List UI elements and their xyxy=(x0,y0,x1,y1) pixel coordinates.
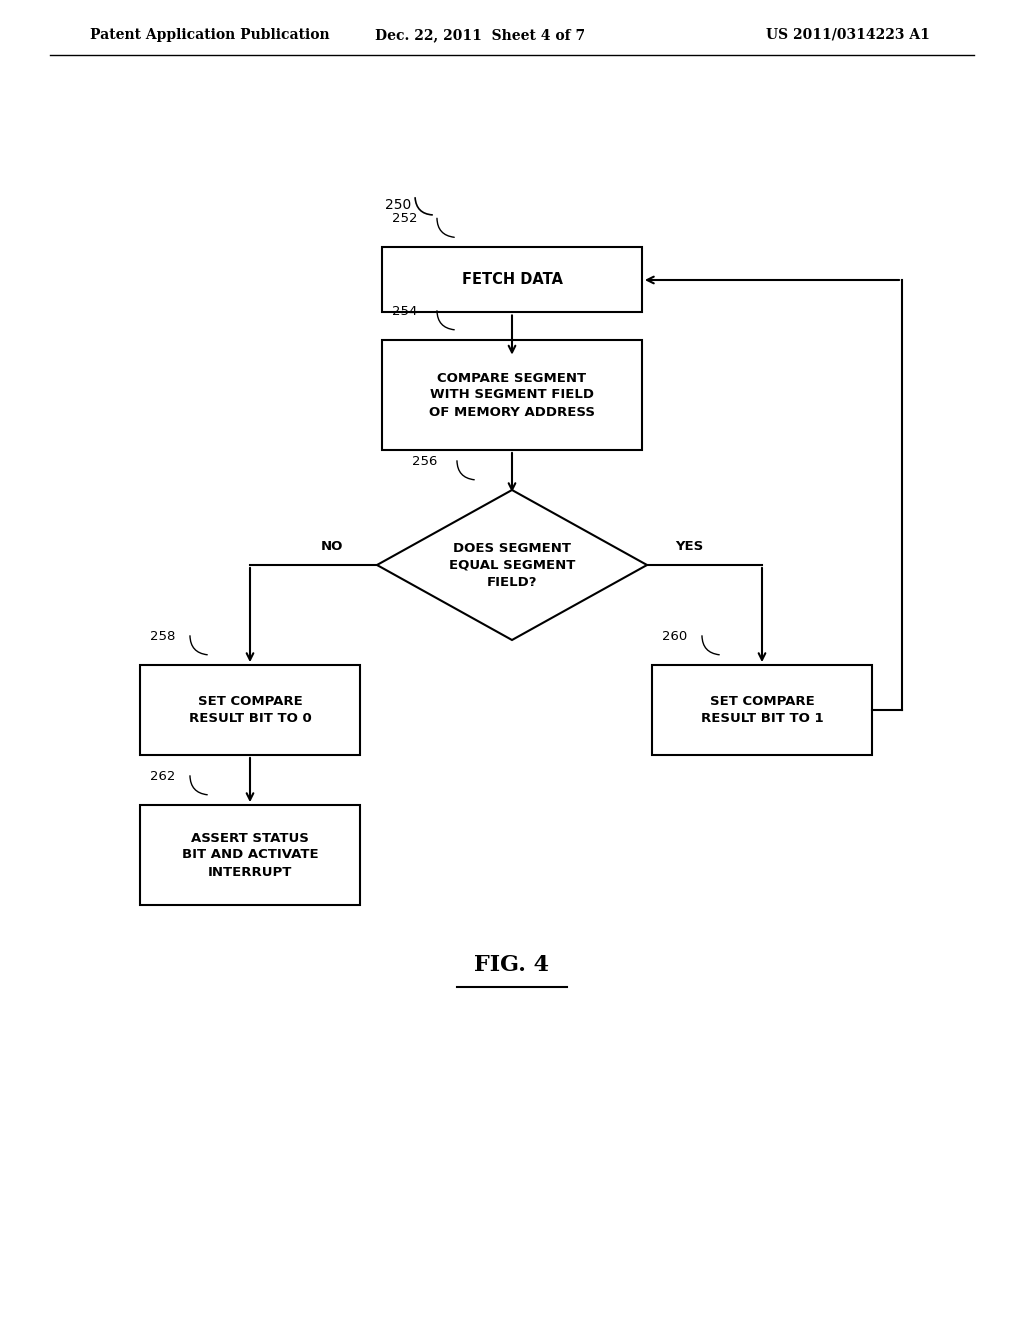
Text: 254: 254 xyxy=(392,305,418,318)
Text: COMPARE SEGMENT
WITH SEGMENT FIELD
OF MEMORY ADDRESS: COMPARE SEGMENT WITH SEGMENT FIELD OF ME… xyxy=(429,371,595,418)
Text: Patent Application Publication: Patent Application Publication xyxy=(90,28,330,42)
Text: Dec. 22, 2011  Sheet 4 of 7: Dec. 22, 2011 Sheet 4 of 7 xyxy=(375,28,585,42)
Text: FIG. 4: FIG. 4 xyxy=(474,954,550,975)
Text: YES: YES xyxy=(675,540,703,553)
Polygon shape xyxy=(377,490,647,640)
Text: FETCH DATA: FETCH DATA xyxy=(462,272,562,288)
Text: 252: 252 xyxy=(392,213,418,226)
Text: 262: 262 xyxy=(150,770,175,783)
Text: ASSERT STATUS
BIT AND ACTIVATE
INTERRUPT: ASSERT STATUS BIT AND ACTIVATE INTERRUPT xyxy=(181,832,318,879)
Text: SET COMPARE
RESULT BIT TO 1: SET COMPARE RESULT BIT TO 1 xyxy=(700,696,823,725)
FancyBboxPatch shape xyxy=(382,341,642,450)
Text: 258: 258 xyxy=(150,630,175,643)
Text: DOES SEGMENT
EQUAL SEGMENT
FIELD?: DOES SEGMENT EQUAL SEGMENT FIELD? xyxy=(449,541,575,589)
FancyBboxPatch shape xyxy=(652,665,872,755)
Text: SET COMPARE
RESULT BIT TO 0: SET COMPARE RESULT BIT TO 0 xyxy=(188,696,311,725)
Text: 260: 260 xyxy=(662,630,687,643)
FancyBboxPatch shape xyxy=(140,665,360,755)
FancyBboxPatch shape xyxy=(140,805,360,906)
Text: 256: 256 xyxy=(412,455,437,469)
Text: 250: 250 xyxy=(385,198,412,213)
FancyBboxPatch shape xyxy=(382,247,642,313)
Text: US 2011/0314223 A1: US 2011/0314223 A1 xyxy=(766,28,930,42)
Text: NO: NO xyxy=(321,540,343,553)
